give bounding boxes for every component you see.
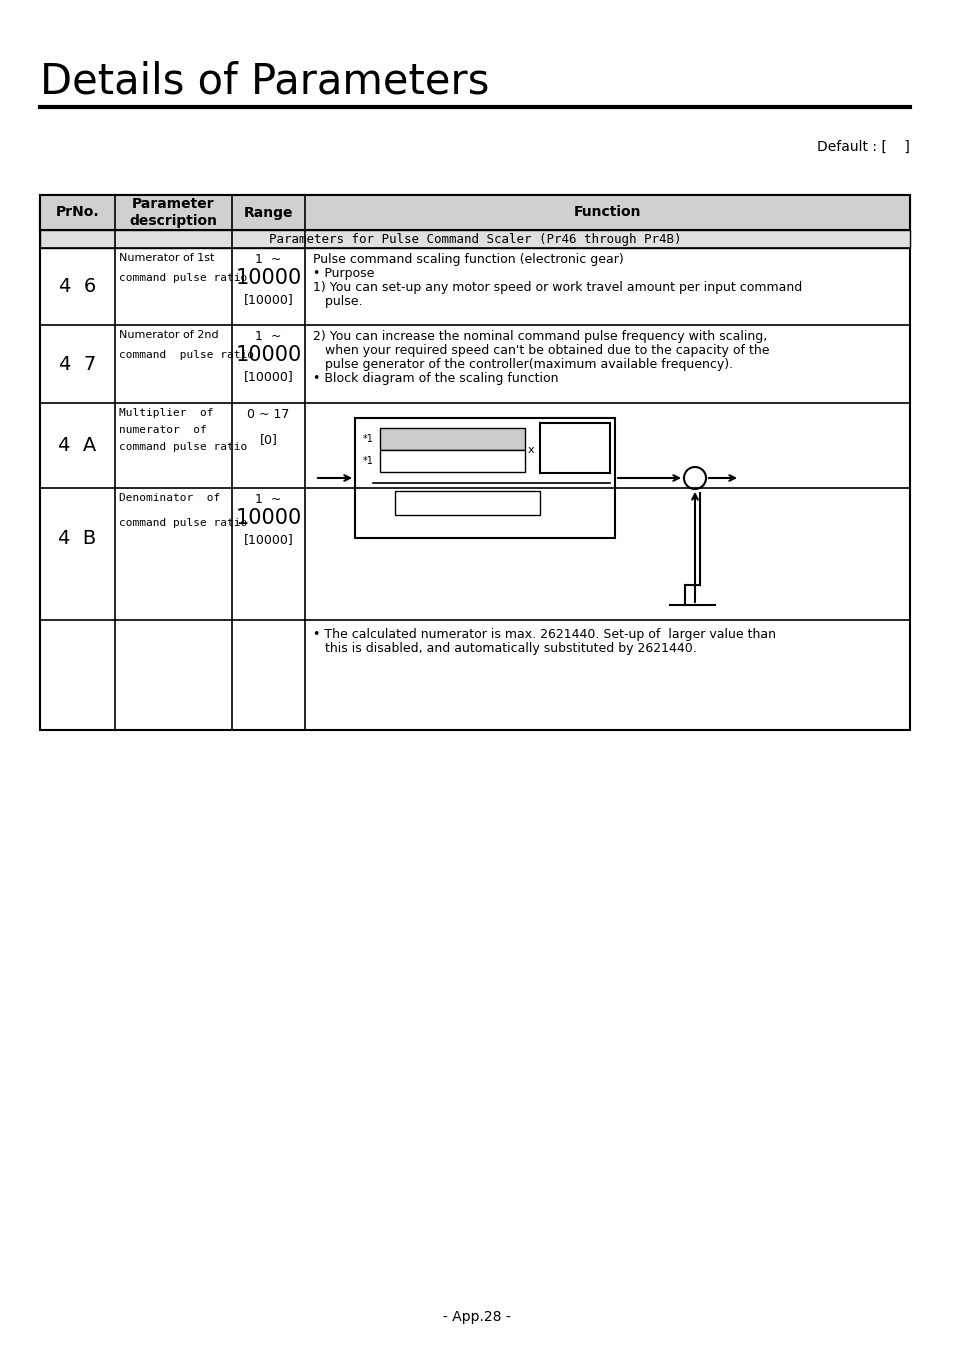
- Text: *1: *1: [363, 456, 374, 466]
- Text: when your required speed can't be obtained due to the capacity of the: when your required speed can't be obtain…: [313, 343, 769, 357]
- Text: [10000]: [10000]: [243, 293, 294, 306]
- Text: 1  ~: 1 ~: [255, 330, 281, 343]
- Text: Function: Function: [573, 206, 640, 219]
- Text: this is disabled, and automatically substituted by 2621440.: this is disabled, and automatically subs…: [313, 642, 696, 654]
- Text: 4  B: 4 B: [58, 530, 96, 549]
- Text: 4  6: 4 6: [59, 277, 96, 296]
- Text: 10000: 10000: [235, 508, 301, 529]
- Bar: [40, 195, 909, 230]
- Text: command pulse ratio: command pulse ratio: [119, 442, 247, 452]
- Bar: [539, 423, 609, 473]
- Text: command pulse ratio: command pulse ratio: [119, 518, 247, 529]
- Text: • Purpose: • Purpose: [313, 266, 374, 280]
- Bar: [379, 429, 524, 450]
- Text: 4  A: 4 A: [58, 435, 96, 456]
- Bar: [379, 450, 524, 472]
- Text: 4  7: 4 7: [59, 354, 96, 373]
- Text: • Block diagram of the scaling function: • Block diagram of the scaling function: [313, 372, 558, 385]
- Text: 2) You can increase the nominal command pulse frequency with scaling,: 2) You can increase the nominal command …: [313, 330, 766, 343]
- Text: 1) You can set-up any motor speed or work travel amount per input command: 1) You can set-up any motor speed or wor…: [313, 281, 801, 293]
- Text: Parameter
description: Parameter description: [130, 197, 217, 228]
- Text: Pulse command scaling function (electronic gear): Pulse command scaling function (electron…: [313, 253, 623, 266]
- Text: Denominator  of: Denominator of: [119, 493, 220, 503]
- Text: • The calculated numerator is max. 2621440. Set-up of  larger value than: • The calculated numerator is max. 26214…: [313, 627, 775, 641]
- Text: x: x: [527, 445, 534, 456]
- Text: Details of Parameters: Details of Parameters: [40, 59, 489, 101]
- Bar: [40, 230, 909, 247]
- Text: [10000]: [10000]: [243, 533, 294, 546]
- Text: command pulse ratio: command pulse ratio: [119, 273, 247, 283]
- Text: command  pulse ratio: command pulse ratio: [119, 350, 253, 360]
- Text: 10000: 10000: [235, 345, 301, 365]
- Text: pulse generator of the controller(maximum available frequency).: pulse generator of the controller(maximu…: [313, 358, 732, 370]
- Bar: [395, 491, 539, 515]
- Text: [0]: [0]: [259, 433, 277, 446]
- Text: Numerator of 1st: Numerator of 1st: [119, 253, 214, 264]
- Text: *1: *1: [363, 434, 374, 443]
- Text: pulse.: pulse.: [313, 295, 362, 308]
- Text: - App.28 -: - App.28 -: [442, 1310, 511, 1324]
- Text: 1  ~: 1 ~: [255, 253, 281, 266]
- Bar: [355, 418, 615, 538]
- Text: Range: Range: [244, 206, 293, 219]
- Bar: [40, 195, 909, 730]
- Text: Parameters for Pulse Command Scaler (Pr46 through Pr4B): Parameters for Pulse Command Scaler (Pr4…: [269, 233, 680, 246]
- Text: [10000]: [10000]: [243, 370, 294, 383]
- Text: Numerator of 2nd: Numerator of 2nd: [119, 330, 218, 339]
- Text: numerator  of: numerator of: [119, 425, 207, 435]
- Text: Multiplier  of: Multiplier of: [119, 408, 213, 418]
- Text: Default : [    ]: Default : [ ]: [817, 141, 909, 154]
- Text: 10000: 10000: [235, 268, 301, 288]
- Text: PrNo.: PrNo.: [55, 206, 99, 219]
- Text: 0 ~ 17: 0 ~ 17: [247, 408, 290, 420]
- Text: 1  ~: 1 ~: [255, 493, 281, 506]
